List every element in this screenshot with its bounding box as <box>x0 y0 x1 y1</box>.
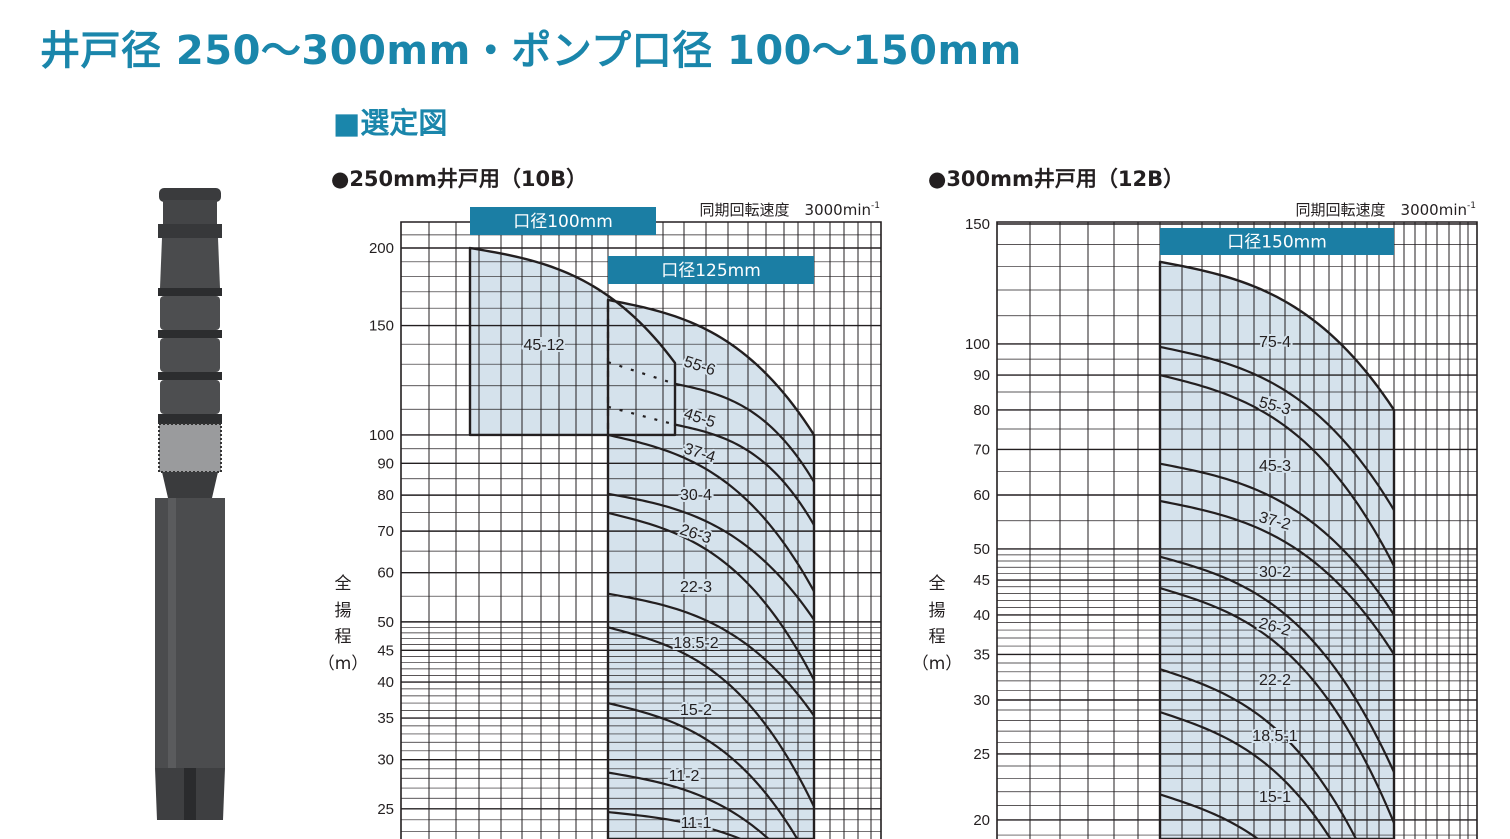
bore-size-label: 口径100mm <box>513 212 613 232</box>
model-band-label: 18.5-2 <box>673 635 718 652</box>
y-tick-label: 150 <box>965 216 990 233</box>
chart-0 <box>400 221 882 839</box>
performance-curve <box>1159 555 1395 773</box>
performance-curve <box>607 511 815 681</box>
performance-curve <box>607 810 742 839</box>
speed-text: 同期回転速度 3000min <box>1296 201 1467 219</box>
model-band-label: 22-3 <box>680 579 712 596</box>
synchronous-speed-label: 同期回転速度 3000min-1 <box>1296 201 1476 219</box>
model-band-label: 75-4 <box>1259 334 1291 351</box>
chart-frame <box>996 221 1478 839</box>
performance-curve <box>1159 793 1259 839</box>
y-tick-label: 30 <box>377 752 394 769</box>
y-tick-label: 100 <box>965 336 990 353</box>
model-band-label: 30-2 <box>1259 564 1291 581</box>
y-tick-label: 25 <box>973 746 990 763</box>
performance-curve <box>1159 587 1396 824</box>
y-tick-label: 150 <box>369 318 394 335</box>
bore-size-label: 口径125mm <box>661 261 761 281</box>
performance-curve <box>673 382 815 483</box>
y-tick-label: 70 <box>377 523 394 540</box>
y-tick-label: 80 <box>973 402 990 419</box>
y-tick-label: 35 <box>973 646 990 663</box>
selection-region-fill <box>608 299 814 839</box>
synchronous-speed-label: 同期回転速度 3000min-1 <box>700 201 880 219</box>
bore-size-badge <box>608 256 814 284</box>
chart-1 <box>996 221 1478 839</box>
y-tick-label: 30 <box>973 692 990 709</box>
speed-unit-sup: -1 <box>1467 201 1476 211</box>
y-axis-label: 揚 <box>929 601 946 621</box>
y-axis-label: 全 <box>335 574 352 594</box>
performance-curve <box>1159 462 1395 616</box>
y-tick-label: 40 <box>973 607 990 624</box>
performance-curve <box>607 771 770 839</box>
model-band-label: 18.5-1 <box>1252 728 1297 745</box>
performance-curve <box>1159 374 1395 567</box>
model-band-label: 11-2 <box>669 768 700 785</box>
y-axis-label: 揚 <box>335 601 352 621</box>
y-axis-label: 程 <box>335 627 352 647</box>
y-tick-label: 50 <box>377 614 394 631</box>
performance-curve <box>607 626 815 808</box>
model-band-label: 11-1 <box>681 815 712 832</box>
y-tick-label: 45 <box>377 642 394 659</box>
model-band-label: 22-2 <box>1259 672 1291 689</box>
bore-size-badge <box>470 207 656 235</box>
y-tick-label: 20 <box>973 812 990 829</box>
y-tick-label: 90 <box>973 367 990 384</box>
y-axis-label: 程 <box>929 627 946 647</box>
speed-unit-sup: -1 <box>871 201 880 211</box>
y-axis-label: （m） <box>318 654 369 674</box>
y-tick-label: 100 <box>369 427 394 444</box>
model-band-label: 45-12 <box>524 337 565 354</box>
model-band-label: 15-2 <box>680 702 712 719</box>
performance-curve <box>1159 668 1357 839</box>
performance-curve <box>673 423 815 526</box>
model-band-label: 45-3 <box>1259 458 1291 475</box>
y-tick-label: 80 <box>377 487 394 504</box>
y-tick-label: 35 <box>377 710 394 727</box>
envelope-curve <box>606 298 816 839</box>
performance-curve <box>1159 711 1332 839</box>
pump-product-image <box>155 188 225 820</box>
performance-curve <box>607 592 815 717</box>
performance-curve <box>607 492 815 621</box>
performance-curve <box>1159 499 1395 656</box>
chart-title-250mm: ●250mm井戸用（10B） <box>331 167 588 191</box>
performance-curve <box>1159 345 1395 511</box>
chart-title-300mm: ●300mm井戸用（12B） <box>928 167 1185 191</box>
section-heading: ■選定図 <box>333 106 448 140</box>
y-axis-label: 全 <box>929 574 946 594</box>
y-tick-label: 25 <box>377 801 394 818</box>
y-tick-label: 45 <box>973 572 990 589</box>
envelope-curve <box>468 246 677 437</box>
y-tick-label: 40 <box>377 674 394 691</box>
bore-size-badge <box>1160 228 1394 255</box>
page-title: 井戸径 250〜300mm・ポンプ口径 100〜150mm <box>40 28 1022 74</box>
envelope-curve <box>1158 260 1396 839</box>
y-tick-label: 60 <box>377 565 394 582</box>
y-tick-label: 90 <box>377 455 394 472</box>
selection-region-fill <box>1160 261 1394 839</box>
y-axis-label: （m） <box>912 654 963 674</box>
model-band-label: 15-1 <box>1259 789 1291 806</box>
y-tick-label: 200 <box>369 240 394 257</box>
model-band-label: 30-4 <box>680 487 712 504</box>
speed-text: 同期回転速度 3000min <box>700 201 871 219</box>
y-tick-label: 70 <box>973 441 990 458</box>
performance-curve <box>607 433 815 592</box>
y-tick-label: 50 <box>973 541 990 558</box>
performance-curve <box>607 702 799 839</box>
y-tick-label: 60 <box>973 487 990 504</box>
bore-size-label: 口径150mm <box>1227 233 1327 253</box>
